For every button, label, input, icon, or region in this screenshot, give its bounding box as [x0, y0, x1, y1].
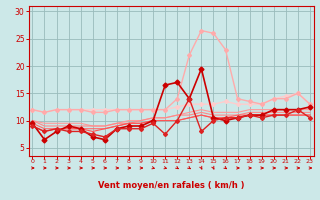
- X-axis label: Vent moyen/en rafales ( km/h ): Vent moyen/en rafales ( km/h ): [98, 181, 244, 190]
